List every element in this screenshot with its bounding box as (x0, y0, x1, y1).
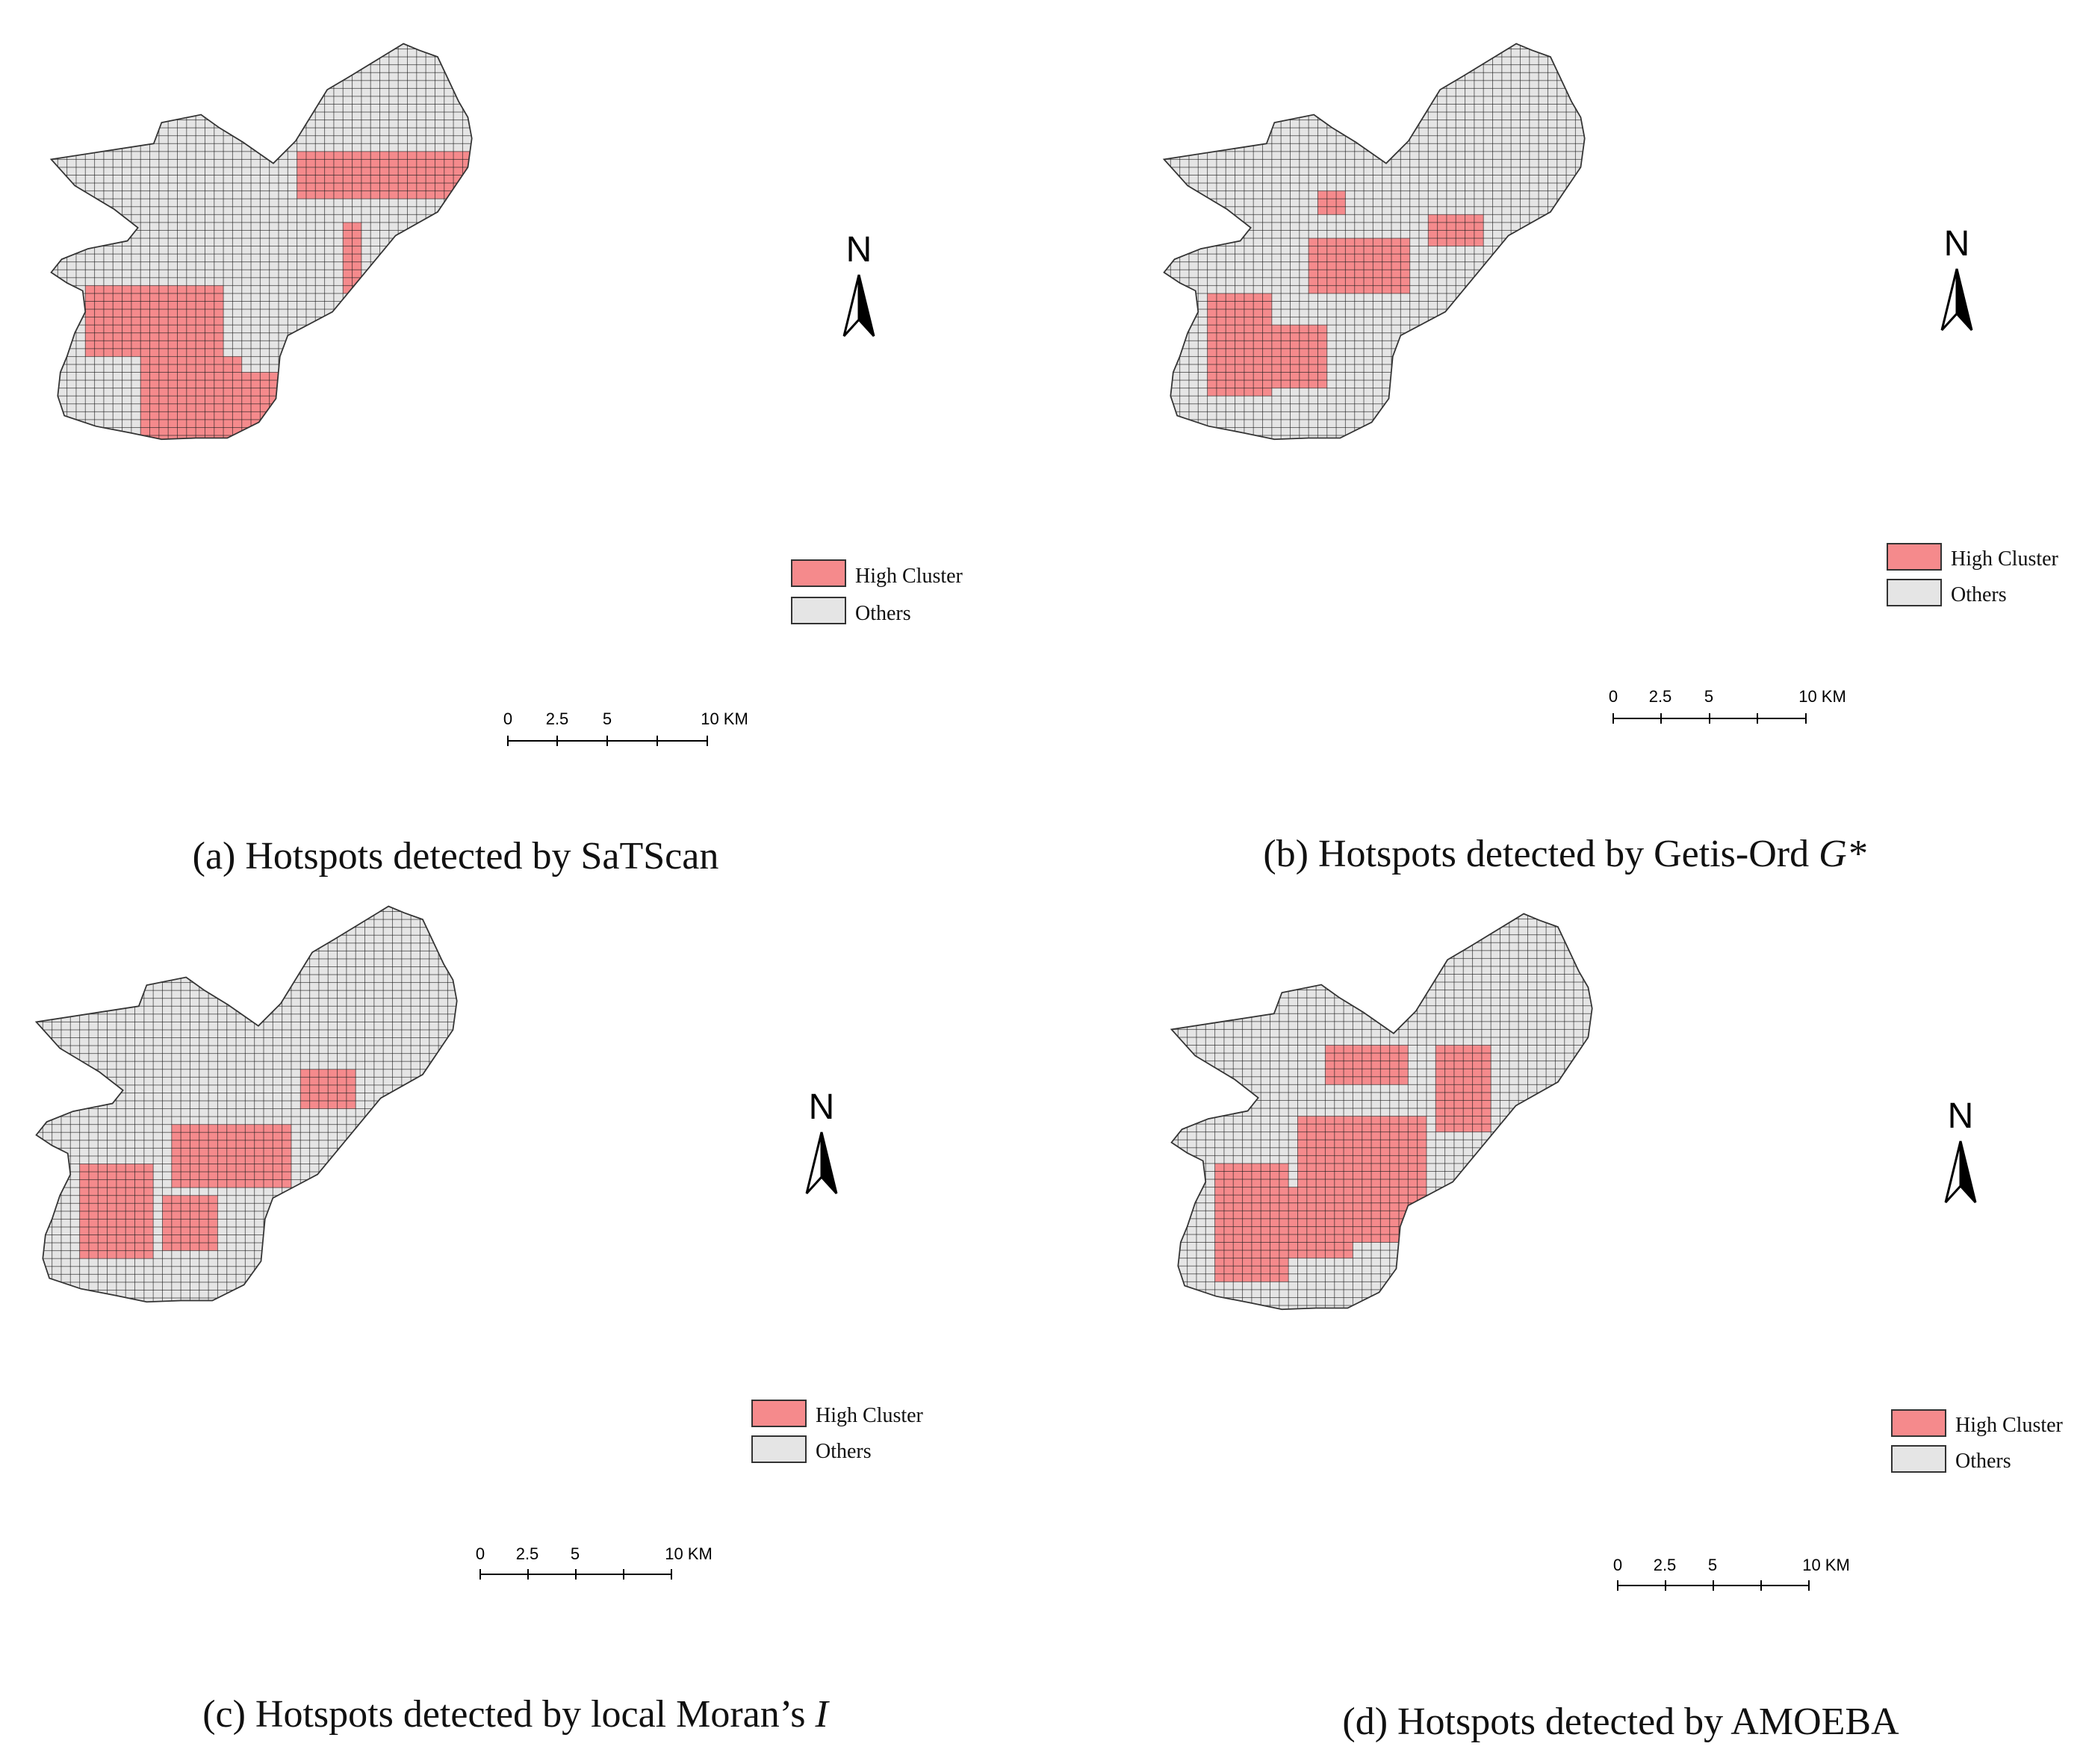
scale-bar-b: 0 2.5 5 10 KM (1609, 687, 1846, 724)
legend-swatch-high-c (751, 1400, 807, 1427)
legend-swatch-others-d (1891, 1445, 1946, 1473)
caption-d: (d) Hotspots detected by AMOEBA (1342, 1701, 1899, 1743)
cell-grid-d (1171, 913, 1592, 1310)
scale-label-d-0: 0 (1613, 1556, 1622, 1574)
scale-label-c-3: 10 KM (665, 1544, 713, 1563)
north-arrow-d (1944, 1095, 1977, 1204)
legend-swatch-others-b (1887, 579, 1942, 606)
scale-bar-d: 0 2.5 5 10 KM (1613, 1556, 1850, 1591)
cell-grid-a (51, 43, 472, 440)
scale-label-b-1: 2.5 (1649, 687, 1672, 706)
caption-b-var: G* (1819, 833, 1866, 875)
legend-b: High Cluster Others (1887, 543, 2059, 606)
caption-b: (b) Hotspots detected by Getis-Ord G* (1263, 833, 1866, 875)
caption-a: (a) Hotspots detected by SaTScan (193, 835, 719, 878)
map-panel-a (50, 43, 473, 441)
legend-label-high-c: High Cluster (816, 1404, 924, 1427)
scale-label-d-2: 5 (1708, 1556, 1717, 1574)
caption-d-main: (d) Hotspots detected by AMOEBA (1342, 1701, 1899, 1743)
legend-label-high-a: High Cluster (855, 565, 963, 588)
map-panel-d (1170, 913, 1593, 1311)
legend-swatch-others-c (751, 1435, 807, 1463)
caption-c: (c) Hotspots detected by local Moran’s I (202, 1693, 830, 1736)
scale-label-a-0: 0 (503, 709, 512, 728)
scale-label-a-2: 5 (603, 709, 612, 728)
legend-d: High Cluster Others (1891, 1409, 2064, 1473)
legend-label-others-c: Others (816, 1440, 872, 1463)
caption-b-main: (b) Hotspots detected by Getis-Ord (1263, 833, 1819, 875)
scale-label-a-3: 10 KM (701, 709, 748, 728)
scale-label-c-0: 0 (476, 1544, 485, 1563)
legend-a: High Cluster Others (791, 559, 963, 625)
cell-grid-c (36, 906, 457, 1302)
scale-label-a-1: 2.5 (546, 709, 569, 728)
north-arrow-b (1940, 223, 1973, 332)
cell-grid-b (1164, 43, 1585, 440)
legend-swatch-high-b (1887, 543, 1942, 571)
legend-label-others-a: Others (855, 602, 911, 625)
legend-label-others-d: Others (1955, 1450, 2011, 1473)
scale-label-c-1: 2.5 (516, 1544, 539, 1563)
legend-swatch-high-d (1891, 1409, 1946, 1437)
scale-label-b-2: 5 (1704, 687, 1713, 706)
legend-label-high-d: High Cluster (1955, 1414, 2064, 1437)
map-panel-b (1163, 43, 1586, 441)
scale-label-b-3: 10 KM (1798, 687, 1846, 706)
north-arrow-a (842, 229, 875, 338)
scale-label-d-1: 2.5 (1654, 1556, 1677, 1574)
panel-d: High Cluster Others 0 2.5 5 10 KM (d) Ho… (1170, 913, 2064, 1743)
map-panel-c (35, 905, 458, 1303)
caption-c-var: I (814, 1693, 830, 1736)
legend-c: High Cluster Others (751, 1400, 924, 1463)
panel-b: High Cluster Others 0 2.5 5 10 KM (b) Ho… (1163, 43, 2059, 875)
scale-bar-a: 0 2.5 5 10 KM (503, 709, 748, 746)
legend-swatch-high-a (791, 559, 846, 587)
panel-a: High Cluster Others 0 2.5 5 10 KM (a) Ho… (50, 43, 963, 878)
caption-c-main: (c) Hotspots detected by local Moran’s (202, 1693, 815, 1736)
scale-label-b-0: 0 (1609, 687, 1618, 706)
legend-swatch-others-a (791, 597, 846, 624)
scale-label-c-2: 5 (571, 1544, 580, 1563)
hotspot-cluster-a-2 (352, 356, 472, 428)
panel-c: High Cluster Others 0 2.5 5 10 KM (c) Ho… (35, 905, 924, 1736)
caption-a-main: (a) Hotspots detected by SaTScan (193, 835, 719, 878)
scale-bar-c: 0 2.5 5 10 KM (476, 1544, 713, 1580)
north-arrow-c (805, 1086, 838, 1195)
scale-label-d-3: 10 KM (1802, 1556, 1850, 1574)
legend-label-others-b: Others (1951, 583, 2007, 606)
legend-label-high-b: High Cluster (1951, 547, 2059, 571)
